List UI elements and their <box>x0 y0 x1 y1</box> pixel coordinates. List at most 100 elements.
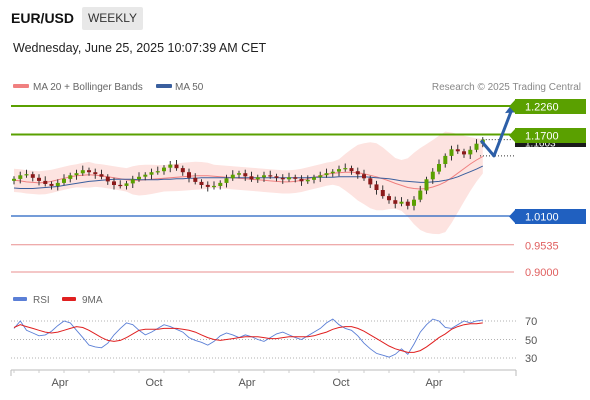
candle-bull <box>212 185 216 188</box>
ma20-legend-label: MA 20 + Bollinger Bands <box>33 82 143 93</box>
ma50-legend-label: MA 50 <box>175 82 204 93</box>
header-bar: EUR/USD WEEKLY <box>0 0 590 36</box>
level-text-0-9000: 0.9000 <box>525 267 559 279</box>
candle-bear <box>93 172 98 175</box>
projection-path <box>479 111 513 158</box>
candle-bull <box>399 201 404 204</box>
credit-text: Research © 2025 Trading Central <box>432 82 581 93</box>
level-label-1-0100: 1.0100 <box>509 209 586 224</box>
candle-bear <box>374 184 379 190</box>
rsi-tick-30: 30 <box>525 353 537 365</box>
candle-bull <box>130 179 135 184</box>
candle-bear <box>87 170 91 173</box>
candle-bear <box>30 174 35 178</box>
bollinger-band-fill <box>14 131 483 235</box>
candle-bull <box>55 182 60 186</box>
timestamp: Wednesday, June 25, 2025 10:07:39 AM CET <box>13 41 267 55</box>
candle-bull <box>287 177 291 180</box>
rsi-ma-legend-swatch <box>62 297 76 301</box>
candle-bear <box>199 181 204 185</box>
candle-bear <box>455 149 460 152</box>
candle-bull <box>324 173 329 176</box>
candle-bull <box>124 183 129 186</box>
candle-bull <box>80 170 85 174</box>
candle-bear <box>380 190 385 197</box>
level-label-1-1700: 1.1603 1.1700 <box>509 128 586 150</box>
candle-bull <box>418 190 423 200</box>
candle-bear <box>387 196 391 201</box>
candle-bull <box>343 168 348 170</box>
candle-bull <box>305 179 310 182</box>
level-text-1-2260: 1.2260 <box>525 102 559 114</box>
candle-bull <box>137 176 141 180</box>
rsi-gridlines <box>11 320 516 359</box>
candle-bull <box>474 143 479 150</box>
candle-bull <box>162 167 166 172</box>
rsi-ma-legend-label: 9MA <box>82 295 103 306</box>
x-tick-label-apr-2: Apr <box>238 377 255 389</box>
candle-bear <box>187 172 191 178</box>
candle-bear <box>205 184 210 187</box>
candle-bear <box>355 171 360 175</box>
candle-bear <box>112 181 116 185</box>
candle-bull <box>218 182 223 186</box>
candle-bull <box>68 175 73 179</box>
symbol-title: EUR/USD <box>11 10 75 26</box>
candle-bull <box>412 199 416 206</box>
candle-bear <box>274 176 279 178</box>
candle-bull <box>430 171 435 180</box>
level-pointer-1-0100 <box>509 210 515 223</box>
candle-bull <box>18 175 23 179</box>
candle-bear <box>105 176 110 182</box>
candle-bear <box>37 177 41 181</box>
level-box-1-1700 <box>515 128 586 143</box>
candle-bull <box>449 149 454 156</box>
candle-bear <box>299 178 304 182</box>
candle-bear <box>118 184 123 187</box>
candlesticks <box>12 137 485 211</box>
bollinger-band-area <box>14 131 483 235</box>
ma50-line <box>13 165 484 189</box>
candle-bull <box>24 174 29 176</box>
candle-bear <box>99 174 104 177</box>
candle-bear <box>268 175 273 177</box>
candle-bull <box>468 149 473 155</box>
level-box-1-2260 <box>515 99 586 114</box>
ma20-line <box>13 155 484 190</box>
rsi-ma-line <box>13 322 483 353</box>
candle-bull <box>12 178 16 181</box>
rsi-line <box>13 318 483 358</box>
candle-bull <box>330 171 335 174</box>
candle-bear <box>43 180 48 184</box>
candle-bull <box>312 177 316 180</box>
candle-bear <box>393 200 398 204</box>
candle-bear <box>174 164 179 169</box>
candle-bull <box>262 175 266 178</box>
candle-bull <box>143 174 148 177</box>
support-resistance-levels <box>11 105 514 273</box>
candle-bull <box>168 164 173 168</box>
level-pointer-1-1700 <box>509 129 515 142</box>
candle-bull <box>155 171 160 173</box>
timeframe-badge[interactable]: WEEKLY <box>82 7 143 30</box>
candle-bear <box>368 178 373 185</box>
projection-arrow <box>479 104 518 158</box>
x-tick-label-apr-3: Apr <box>425 377 442 389</box>
rsi-lines <box>13 318 483 358</box>
candle-bear <box>49 183 54 186</box>
candle-bear <box>193 177 198 182</box>
candle-bull <box>318 175 323 178</box>
candle-bull <box>424 179 429 191</box>
candle-bear <box>405 201 410 206</box>
candle-bull <box>62 178 66 183</box>
level-pointer-1-2260 <box>509 100 515 113</box>
candle-bull <box>437 164 441 172</box>
x-axis-ticks <box>13 370 465 373</box>
candle-bear <box>349 168 354 172</box>
level-box-1-0100 <box>515 209 586 224</box>
candle-bear <box>293 177 298 179</box>
level-text-0-9535: 0.9535 <box>525 241 559 253</box>
moving-averages <box>13 155 484 190</box>
candle-bull <box>255 177 260 180</box>
